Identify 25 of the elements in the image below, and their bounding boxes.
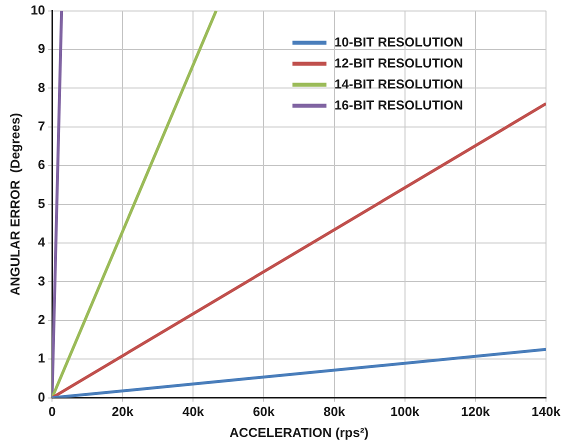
y-tick-label: 8	[38, 80, 46, 95]
legend-label: 16-BIT RESOLUTION	[334, 97, 464, 112]
legend-label: 10-BIT RESOLUTION	[334, 34, 464, 50]
legend-label: 12-BIT RESOLUTION	[334, 55, 464, 70]
x-tick-label: 60k	[252, 404, 276, 420]
x-tick-label: 20k	[112, 404, 134, 420]
x-tick-label: 80k	[323, 404, 346, 420]
y-tick-label: 1	[38, 350, 46, 366]
x-tick-label: 140k	[532, 404, 562, 420]
x-tick-label: 40k	[182, 404, 205, 420]
x-tick-label: 120k	[460, 404, 491, 420]
legend-label: 14-BIT RESOLUTION	[334, 76, 464, 92]
y-tick-label: 6	[38, 157, 46, 172]
y-tick-label: 7	[38, 118, 46, 134]
y-tick-label: 2	[38, 312, 46, 327]
x-tick-label: 100k	[390, 404, 420, 420]
y-axis-title: ANGULAR ERROR (Degrees)	[7, 112, 22, 296]
y-tick-label: 10	[30, 2, 46, 18]
y-tick-label: 4	[38, 234, 46, 250]
y-tick-label: 5	[38, 196, 46, 211]
x-tick-label: 0	[48, 404, 56, 420]
y-tick-label: 0	[38, 389, 46, 404]
y-tick-label: 9	[38, 41, 46, 56]
x-axis-title: ACCELERATION (rps²)	[229, 424, 369, 440]
y-tick-label: 3	[38, 273, 46, 288]
